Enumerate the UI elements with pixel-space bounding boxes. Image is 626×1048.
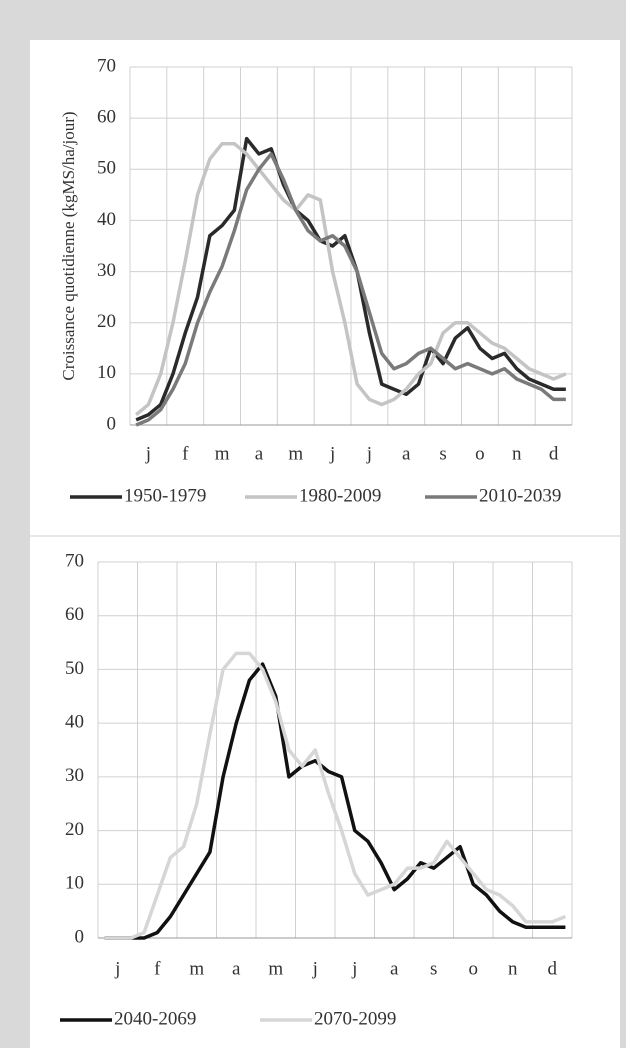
y-tick-label: 60	[65, 604, 84, 625]
x-tick-label: a	[390, 958, 399, 979]
x-tick-label: m	[268, 958, 283, 979]
x-tick-label: a	[255, 443, 264, 464]
x-tick-label: j	[366, 443, 372, 464]
legend-label: 1950-1979	[124, 485, 206, 506]
y-tick-label: 20	[97, 311, 116, 332]
y-tick-label: 30	[97, 260, 116, 281]
x-tick-label: o	[469, 958, 479, 979]
x-tick-label: m	[288, 443, 303, 464]
y-tick-label: 40	[97, 209, 116, 230]
y-tick-label: 50	[97, 158, 116, 179]
x-tick-label: d	[549, 443, 559, 464]
x-tick-label: j	[329, 443, 335, 464]
x-tick-label: n	[512, 443, 522, 464]
x-tick-label: s	[439, 443, 446, 464]
x-tick-label: a	[232, 958, 241, 979]
x-tick-label: j	[145, 443, 151, 464]
y-tick-label: 10	[65, 873, 84, 894]
y-tick-label: 70	[65, 550, 84, 571]
x-tick-label: n	[508, 958, 518, 979]
x-tick-label: j	[351, 958, 357, 979]
x-tick-label: d	[548, 958, 558, 979]
panel	[30, 40, 620, 1048]
y-tick-label: 30	[65, 765, 84, 786]
x-tick-label: j	[114, 958, 120, 979]
y-tick-label: 0	[75, 926, 85, 947]
legend-label: 2070-2099	[314, 1008, 396, 1029]
x-tick-label: f	[182, 443, 189, 464]
y-axis-label: Croissance quotidienne (kgMS/ha/jour)	[59, 111, 78, 380]
x-tick-label: m	[215, 443, 230, 464]
y-tick-label: 40	[65, 712, 84, 733]
y-tick-label: 60	[97, 107, 116, 128]
series-line	[104, 662, 566, 940]
series-line	[135, 141, 567, 417]
series-line	[104, 651, 567, 940]
y-tick-label: 70	[97, 55, 116, 76]
legend-label: 2040-2069	[114, 1008, 196, 1029]
legend-label: 1980-2009	[299, 485, 381, 506]
y-tick-label: 10	[97, 362, 116, 383]
x-tick-label: m	[189, 958, 204, 979]
series-line	[135, 136, 566, 422]
x-tick-label: f	[154, 958, 161, 979]
x-tick-label: a	[402, 443, 411, 464]
x-tick-label: o	[475, 443, 485, 464]
x-tick-label: j	[312, 958, 318, 979]
y-tick-label: 50	[65, 658, 84, 679]
y-tick-label: 0	[107, 413, 117, 434]
x-tick-label: s	[430, 958, 437, 979]
legend-label: 2010-2039	[479, 485, 561, 506]
y-tick-label: 20	[65, 819, 84, 840]
series-line	[135, 152, 566, 427]
